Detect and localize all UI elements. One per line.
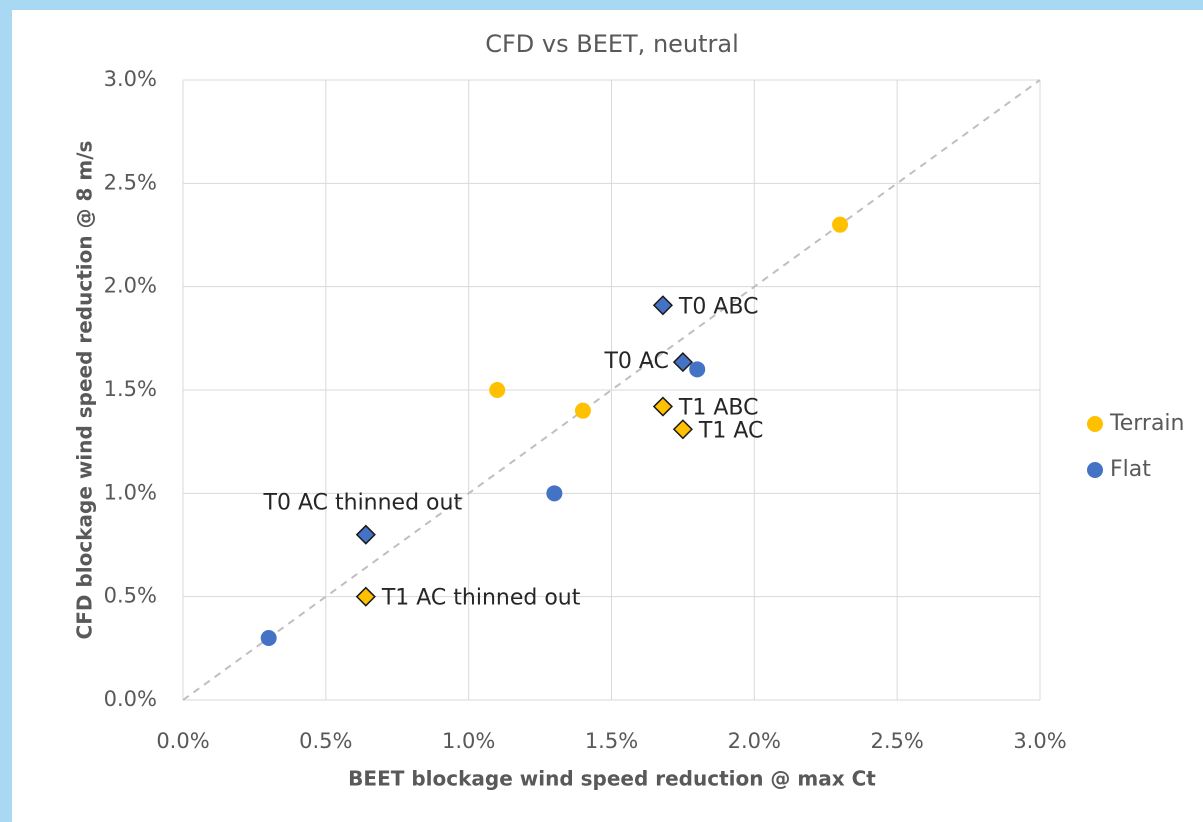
y-tick-label: 0.5%	[104, 584, 157, 608]
scatter-point	[574, 402, 591, 419]
legend-label: Flat	[1110, 457, 1151, 482]
x-tick-label: 1.0%	[442, 729, 495, 753]
y-tick-label: 0.0%	[104, 687, 157, 711]
diamond-point	[652, 396, 673, 417]
diamond-point	[672, 352, 693, 373]
x-tick-label: 0.0%	[156, 729, 209, 753]
chart-background	[12, 10, 1203, 822]
point-label: T1 ABC	[678, 396, 759, 421]
diamond-point	[355, 586, 376, 607]
diamond-point	[355, 524, 376, 545]
point-label: T1 AC	[698, 418, 763, 443]
x-tick-label: 0.5%	[299, 729, 352, 753]
x-tick-label: 1.5%	[585, 729, 638, 753]
scatter-point	[260, 630, 277, 646]
scatter-point	[689, 361, 706, 378]
diamond-point	[672, 419, 693, 440]
y-tick-label: 3.0%	[104, 67, 157, 91]
point-label: T0 AC	[603, 349, 668, 374]
y-tick-label: 2.5%	[104, 170, 157, 194]
legend-label: Terrain	[1109, 411, 1184, 436]
x-tick-label: 3.0%	[1013, 729, 1066, 753]
y-axis-label: CFD blockage wind speed reduction @ 8 m/…	[73, 141, 97, 640]
y-tick-label: 1.0%	[104, 480, 157, 504]
x-tick-label: 2.0%	[728, 729, 781, 753]
legend-marker	[1087, 462, 1103, 478]
chart-title: CFD vs BEET, neutral	[485, 30, 739, 58]
legend-marker	[1087, 416, 1103, 432]
y-tick-label: 2.0%	[104, 274, 157, 298]
x-axis-label: BEET blockage wind speed reduction @ max…	[348, 767, 876, 791]
scatter-point	[832, 216, 849, 233]
point-label: T1 AC thinned out	[381, 586, 581, 611]
scatter-point	[546, 485, 563, 502]
point-label: T0 AC thinned out	[263, 491, 463, 516]
y-tick-label: 1.5%	[104, 377, 157, 401]
scatter-point	[489, 382, 506, 398]
diamond-point	[652, 295, 673, 316]
x-tick-label: 2.5%	[870, 729, 923, 753]
point-label: T0 ABC	[678, 294, 759, 319]
